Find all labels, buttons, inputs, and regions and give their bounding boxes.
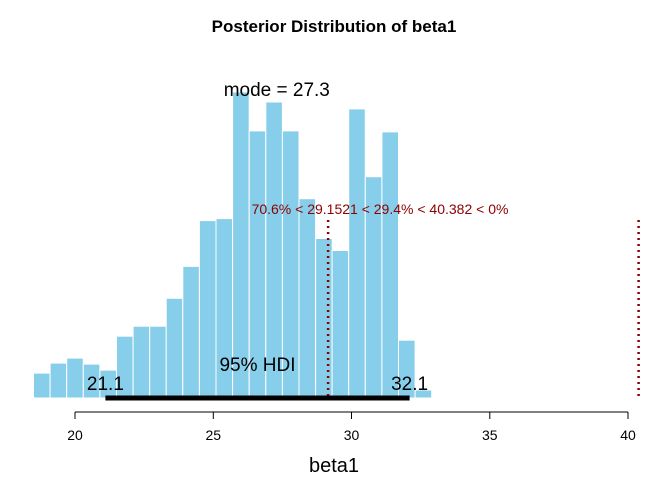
histogram-bar	[132, 325, 151, 399]
comparison-value-label: 70.6% < 29.1521 < 29.4% < 40.382 < 0%	[252, 201, 509, 217]
histogram-bar	[182, 265, 200, 399]
histogram-bars	[33, 91, 433, 399]
chart-title: Posterior Distribution of beta1	[212, 17, 457, 36]
hdi-low-label: 21.1	[87, 374, 124, 395]
x-axis-label: beta1	[309, 455, 359, 477]
hdi-high-label: 32.1	[391, 374, 428, 395]
histogram-bar	[49, 362, 68, 399]
histogram-bar	[265, 101, 283, 399]
mode-label: mode = 27.3	[224, 80, 330, 101]
x-tick-label: 30	[344, 427, 360, 443]
histogram-bar	[33, 372, 51, 399]
x-tick-label: 35	[482, 427, 498, 443]
histogram-bar	[381, 131, 399, 399]
hdi-label: 95% HDI	[219, 355, 295, 376]
x-tick-label: 20	[67, 427, 83, 443]
histogram-bar	[232, 91, 250, 399]
histogram-bar	[66, 357, 84, 399]
x-tick-label: 25	[206, 427, 222, 443]
x-axis: 20 25 30 35 40	[67, 411, 636, 443]
histogram-bar	[414, 389, 433, 399]
histogram-bar	[331, 250, 350, 399]
x-tick-label: 40	[620, 427, 636, 443]
histogram-bar	[298, 198, 317, 399]
histogram-bar	[348, 108, 366, 399]
histogram-bar	[198, 220, 217, 399]
histogram-bar	[165, 297, 184, 399]
histogram-bar	[149, 325, 167, 399]
histogram-bar	[315, 238, 333, 399]
